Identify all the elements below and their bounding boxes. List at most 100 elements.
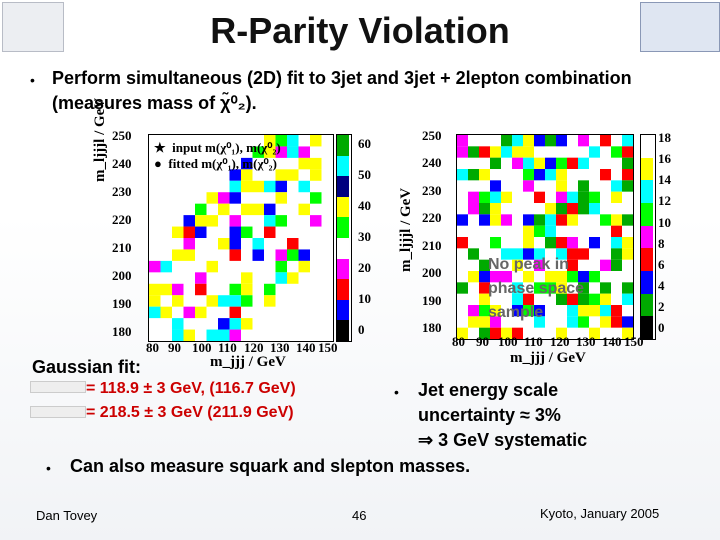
atlas-logo xyxy=(2,2,64,52)
heatmap-cell xyxy=(468,191,479,203)
legend-item-fitted: ● fitted m(χ⁰₁), m(χ⁰₂) xyxy=(154,156,281,172)
heatmap-cell xyxy=(457,282,468,294)
heatmap-cell xyxy=(468,146,479,158)
heatmap-cell xyxy=(534,316,545,328)
heatmap-cell xyxy=(218,203,230,216)
heatmap-cell xyxy=(534,282,545,294)
heatmap-cell xyxy=(578,248,589,260)
heatmap-cell xyxy=(611,191,622,203)
heatmap-cell xyxy=(556,180,567,192)
annotation-line: No peak in xyxy=(488,256,569,273)
heatmap-cell xyxy=(600,214,611,226)
heatmap-cell xyxy=(523,237,534,249)
heatmap-cell xyxy=(172,226,184,238)
right-ytick: 230 xyxy=(422,183,442,198)
heatmap-cell xyxy=(241,203,253,216)
heatmap-cell xyxy=(600,305,611,317)
left-ytick: 220 xyxy=(112,212,132,227)
right-plot-canvas xyxy=(457,135,633,339)
detector-logo xyxy=(640,2,720,52)
heatmap-cell xyxy=(241,169,253,181)
heatmap-cell xyxy=(490,271,501,283)
right-cbar-tick: 12 xyxy=(658,193,671,208)
heatmap-cell xyxy=(556,135,567,147)
heatmap-cell xyxy=(457,214,468,226)
heatmap-cell xyxy=(241,226,253,238)
heatmap-cell xyxy=(545,282,556,294)
left-cbar-tick: 30 xyxy=(358,229,371,244)
heatmap-cell xyxy=(457,327,468,339)
legend-item-input: ★ input m(χ⁰₁), m(χ⁰₂) xyxy=(154,140,281,156)
heatmap-cell xyxy=(264,283,276,296)
heatmap-cell xyxy=(264,146,276,158)
right-xtick: 90 xyxy=(476,334,489,349)
heatmap-cell xyxy=(275,272,287,284)
right-cbar-tick: 14 xyxy=(658,172,671,187)
left-cbar-tick: 10 xyxy=(358,291,371,306)
heatmap-cell xyxy=(310,169,322,181)
heatmap-cell xyxy=(183,306,195,319)
right-cbar-tick: 2 xyxy=(658,299,665,314)
heatmap-cell xyxy=(479,214,490,226)
heatmap-cell xyxy=(600,316,611,328)
heatmap-cell xyxy=(567,305,578,317)
heatmap-cell xyxy=(183,249,195,261)
left-ytick: 180 xyxy=(112,324,132,339)
heatmap-cell xyxy=(600,169,611,181)
heatmap-cell xyxy=(229,169,241,181)
heatmap-cell xyxy=(172,295,184,307)
bullet-dot: • xyxy=(46,460,51,476)
heatmap-cell xyxy=(206,215,218,227)
heatmap-cell xyxy=(490,305,501,317)
right-colorbar xyxy=(640,134,656,340)
colorbar-cell xyxy=(337,135,349,156)
heatmap-cell xyxy=(479,327,490,339)
heatmap-cell xyxy=(534,191,545,203)
page-title: R-Parity Violation xyxy=(210,10,510,51)
heatmap-cell xyxy=(523,169,534,181)
heatmap-cell xyxy=(252,238,264,250)
heatmap-cell xyxy=(523,135,534,147)
right-ytick: 220 xyxy=(422,210,442,225)
heatmap-cell xyxy=(218,318,230,330)
right-xtick: 140 xyxy=(602,334,622,349)
heatmap-cell xyxy=(611,305,622,317)
heatmap-cell xyxy=(534,169,545,181)
heatmap-cell xyxy=(545,135,556,147)
heatmap-cell xyxy=(264,203,276,216)
heatmap-cell xyxy=(275,215,287,227)
heatmap-cell xyxy=(298,260,310,273)
heatmap-cell xyxy=(298,157,310,170)
right-plot-ylabel: m_ljjjl / GeV xyxy=(398,187,414,272)
gaussian-line-1: = 118.9 ± 3 GeV, (116.7 GeV) xyxy=(86,380,296,397)
heatmap-cell xyxy=(567,237,578,249)
heatmap-cell xyxy=(556,191,567,203)
heatmap-cell xyxy=(490,180,501,192)
missing-image-placeholder xyxy=(30,381,86,393)
heatmap-cell xyxy=(252,203,264,216)
heatmap-cell xyxy=(264,295,276,307)
gaussian-heading: Gaussian fit: xyxy=(32,357,142,377)
heatmap-cell xyxy=(229,306,241,319)
heatmap-cell xyxy=(490,203,501,215)
heatmap-cell xyxy=(578,282,589,294)
colorbar-cell xyxy=(337,279,349,300)
heatmap-cell xyxy=(275,135,287,147)
colorbar-cell xyxy=(337,238,349,259)
left-xtick: 100 xyxy=(192,340,212,355)
heatmap-cell xyxy=(172,318,184,330)
heatmap-cell xyxy=(611,180,622,192)
heatmap-cell xyxy=(556,293,567,305)
heatmap-cell xyxy=(567,191,578,203)
heatmap-cell xyxy=(523,180,534,192)
heatmap-cell xyxy=(567,214,578,226)
right-cbar-tick: 16 xyxy=(658,151,671,166)
heatmap-cell xyxy=(589,271,600,283)
heatmap-cell xyxy=(275,192,287,204)
right-cbar-tick: 6 xyxy=(658,257,665,272)
heatmap-cell xyxy=(195,272,207,284)
heatmap-cell xyxy=(229,215,241,227)
footer-page-number: 46 xyxy=(352,508,367,523)
squark-bullet-text: Can also measure squark and slepton mass… xyxy=(70,456,471,476)
heatmap-cell xyxy=(589,237,600,249)
